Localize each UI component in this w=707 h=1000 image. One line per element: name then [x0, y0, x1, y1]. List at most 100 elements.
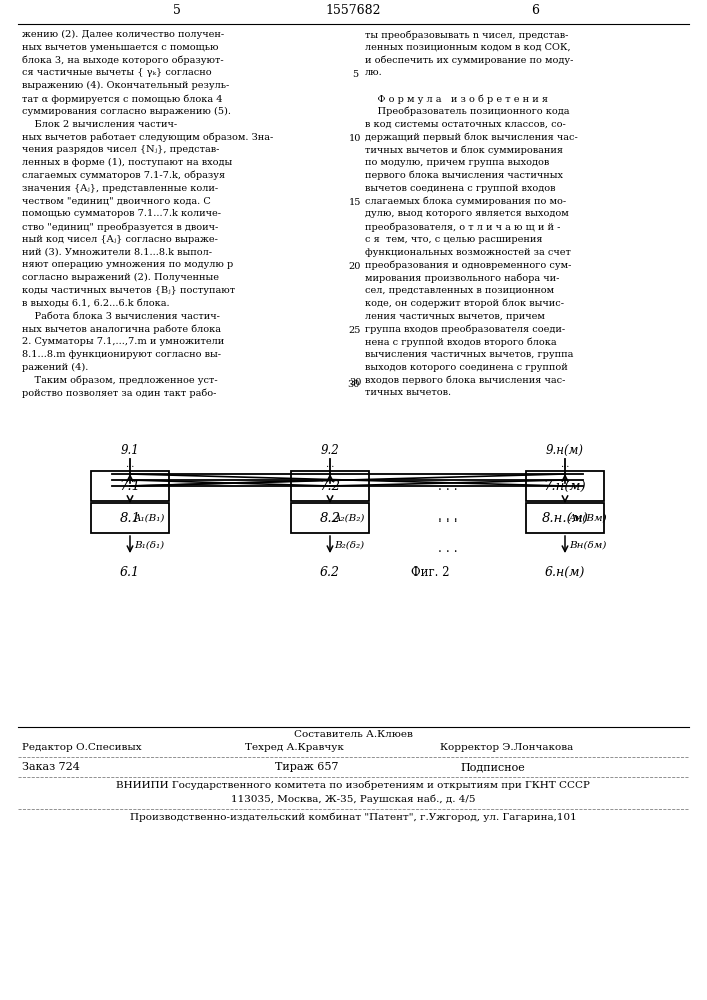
Bar: [526, 503, 604, 533]
Text: и обеспечить их суммирование по моду-: и обеспечить их суммирование по моду-: [365, 56, 573, 65]
Text: Корректор Э.Лончакова: Корректор Э.Лончакова: [440, 743, 573, 752]
Text: Фиг. 2: Фиг. 2: [411, 566, 449, 579]
Bar: [91, 503, 169, 533]
Text: ний (3). Умножители 8.1...8.k выпол-: ний (3). Умножители 8.1...8.k выпол-: [22, 248, 212, 257]
Text: 7.н(м): 7.н(м): [544, 480, 586, 492]
Text: дулю, выод которого является выходом: дулю, выод которого является выходом: [365, 209, 568, 218]
Text: нена с группой входов второго блока: нена с группой входов второго блока: [365, 337, 556, 347]
Text: входов первого блока вычисления час-: входов первого блока вычисления час-: [365, 376, 566, 385]
Text: помощью сумматоров 7.1...7.k количе-: помощью сумматоров 7.1...7.k количе-: [22, 209, 221, 218]
Text: коде, он содержит второй блок вычис-: коде, он содержит второй блок вычис-: [365, 299, 564, 308]
Text: B₂(δ₂): B₂(δ₂): [334, 540, 364, 550]
Text: ных вычетов уменьшается с помощью: ных вычетов уменьшается с помощью: [22, 43, 218, 52]
Text: 6.н(м): 6.н(м): [545, 566, 585, 579]
Text: Редактор О.Спесивых: Редактор О.Спесивых: [22, 743, 141, 752]
Text: 30: 30: [349, 378, 361, 387]
Text: чеством "единиц" двоичного кода. С: чеством "единиц" двоичного кода. С: [22, 196, 211, 205]
Text: функциональных возможностей за счет: функциональных возможностей за счет: [365, 248, 571, 257]
Text: с я  тем, что, с целью расширения: с я тем, что, с целью расширения: [365, 235, 542, 244]
Text: 1557682: 1557682: [325, 4, 381, 17]
Text: . . .: . . .: [438, 542, 457, 554]
Text: Производственно-издательский комбинат "Патент", г.Ужгород, ул. Гагарина,101: Производственно-издательский комбинат "П…: [129, 813, 576, 822]
Text: мирования произвольного набора чи-: мирования произвольного набора чи-: [365, 273, 559, 283]
Text: группа входов преобразователя соеди-: группа входов преобразователя соеди-: [365, 324, 565, 334]
Bar: [91, 471, 169, 501]
Text: A₂(B₂): A₂(B₂): [334, 514, 366, 522]
Text: тат α формируется с помощью блока 4: тат α формируется с помощью блока 4: [22, 94, 223, 104]
Text: вычисления частичных вычетов, группа: вычисления частичных вычетов, группа: [365, 350, 573, 359]
Text: Тираж 657: Тираж 657: [275, 762, 339, 772]
Text: по модулю, причем группа выходов: по модулю, причем группа выходов: [365, 158, 549, 167]
Text: Таким образом, предложенное уст-: Таким образом, предложенное уст-: [22, 376, 218, 385]
Text: 5: 5: [352, 70, 358, 79]
Text: 20: 20: [349, 262, 361, 271]
Text: ...: ...: [325, 460, 334, 469]
Text: тичных вычетов.: тичных вычетов.: [365, 388, 451, 397]
Text: слагаемых сумматоров 7.1-7.k, образуя: слагаемых сумматоров 7.1-7.k, образуя: [22, 171, 225, 180]
Bar: [291, 471, 369, 501]
Text: 9.1: 9.1: [121, 444, 139, 457]
Text: в выходы 6.1, 6.2...6.k блока.: в выходы 6.1, 6.2...6.k блока.: [22, 299, 170, 308]
Text: Aн(Bм): Aн(Bм): [569, 514, 607, 522]
Text: Подписное: Подписное: [460, 762, 525, 772]
Text: . . .: . . .: [438, 510, 457, 522]
Text: ты преобразовывать n чисел, представ-: ты преобразовывать n чисел, представ-: [365, 30, 568, 39]
Text: сел, представленных в позиционном: сел, представленных в позиционном: [365, 286, 554, 295]
Text: 7.2: 7.2: [320, 480, 341, 492]
Text: 5: 5: [173, 4, 181, 17]
Text: 9.н(м): 9.н(м): [546, 444, 584, 457]
Text: согласно выражений (2). Полученные: согласно выражений (2). Полученные: [22, 273, 219, 282]
Text: 9.2: 9.2: [321, 444, 339, 457]
Text: чения разрядов чисел {Nⱼ}, представ-: чения разрядов чисел {Nⱼ}, представ-: [22, 145, 219, 154]
Text: выражению (4). Окончательный резуль-: выражению (4). Окончательный резуль-: [22, 81, 229, 90]
Text: суммирования согласно выражению (5).: суммирования согласно выражению (5).: [22, 107, 231, 116]
Text: 2. Сумматоры 7.1,...,7.m и умножители: 2. Сумматоры 7.1,...,7.m и умножители: [22, 337, 224, 346]
Text: 15: 15: [349, 198, 361, 207]
Bar: [291, 503, 369, 533]
Text: 8.2: 8.2: [320, 512, 341, 524]
Text: ления частичных вычетов, причем: ления частичных вычетов, причем: [365, 312, 545, 321]
Text: Блок 2 вычисления частич-: Блок 2 вычисления частич-: [22, 120, 177, 129]
Text: Ф о р м у л а   и з о б р е т е н и я: Ф о р м у л а и з о б р е т е н и я: [365, 94, 548, 104]
Text: первого блока вычисления частичных: первого блока вычисления частичных: [365, 171, 563, 180]
Bar: [526, 471, 604, 501]
Text: 8.1...8.m функционируют согласно вы-: 8.1...8.m функционируют согласно вы-: [22, 350, 221, 359]
Text: Составитель А.Клюев: Составитель А.Клюев: [293, 730, 412, 739]
Text: жению (2). Далее количество получен-: жению (2). Далее количество получен-: [22, 30, 224, 39]
Text: Техред А.Кравчук: Техред А.Кравчук: [245, 743, 344, 752]
Text: Работа блока 3 вычисления частич-: Работа блока 3 вычисления частич-: [22, 312, 220, 321]
Text: 8.н.(м): 8.н.(м): [542, 512, 588, 524]
Text: Bн(δм): Bн(δм): [569, 540, 607, 550]
Text: ленных позиционным кодом в код СОК,: ленных позиционным кодом в код СОК,: [365, 43, 571, 52]
Text: 10: 10: [349, 134, 361, 143]
Text: 6.2: 6.2: [320, 566, 340, 579]
Text: ство "единиц" преобразуется в двоич-: ство "единиц" преобразуется в двоич-: [22, 222, 218, 232]
Text: ный код чисел {Aⱼ} согласно выраже-: ный код чисел {Aⱼ} согласно выраже-: [22, 235, 218, 244]
Text: 25: 25: [349, 326, 361, 335]
Text: держащий первый блок вычисления час-: держащий первый блок вычисления час-: [365, 132, 578, 142]
Text: Заказ 724: Заказ 724: [22, 762, 80, 772]
Text: . . .: . . .: [438, 512, 457, 524]
Text: A₁(B₁): A₁(B₁): [134, 514, 165, 522]
Text: преобразования и одновременного сум-: преобразования и одновременного сум-: [365, 260, 571, 270]
Text: 8.1: 8.1: [119, 512, 141, 524]
Text: в код системы остаточных классов, со-: в код системы остаточных классов, со-: [365, 120, 566, 129]
Text: коды частичных вычетов {Bⱼ} поступают: коды частичных вычетов {Bⱼ} поступают: [22, 286, 235, 295]
Text: 6.1: 6.1: [120, 566, 140, 579]
Text: ных вычетов работает следующим образом. Зна-: ных вычетов работает следующим образом. …: [22, 132, 273, 142]
Text: выходов которого соединена с группой: выходов которого соединена с группой: [365, 363, 568, 372]
Text: лю.: лю.: [365, 68, 382, 77]
Text: слагаемых блока суммирования по мо-: слагаемых блока суммирования по мо-: [365, 196, 566, 206]
Text: ражений (4).: ражений (4).: [22, 363, 88, 372]
Text: 6: 6: [531, 4, 539, 17]
Text: вычетов соединена с группой входов: вычетов соединена с группой входов: [365, 184, 556, 193]
Text: значения {Aⱼ}, представленные коли-: значения {Aⱼ}, представленные коли-: [22, 184, 218, 193]
Text: 113035, Москва, Ж-35, Раушская наб., д. 4/5: 113035, Москва, Ж-35, Раушская наб., д. …: [230, 794, 475, 804]
Text: 7.1: 7.1: [119, 480, 141, 492]
Text: B₁(δ₁): B₁(δ₁): [134, 540, 164, 550]
Text: ...: ...: [125, 460, 135, 469]
Text: Преобразователь позиционного кода: Преобразователь позиционного кода: [365, 107, 570, 116]
Text: ройство позволяет за один такт рабо-: ройство позволяет за один такт рабо-: [22, 388, 216, 398]
Text: ...: ...: [561, 460, 570, 469]
Text: преобразователя, о т л и ч а ю щ и й -: преобразователя, о т л и ч а ю щ и й -: [365, 222, 561, 232]
